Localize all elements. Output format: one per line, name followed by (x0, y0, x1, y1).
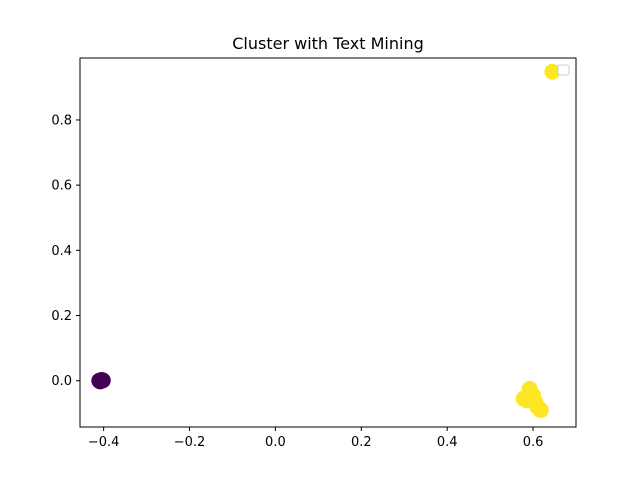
x-tick-label: 0.2 (351, 435, 372, 450)
y-tick-label: 0.6 (51, 179, 72, 194)
plot-area (79, 57, 577, 428)
scatter-point-cluster-1 (532, 402, 549, 419)
x-tick-label: 0.4 (437, 435, 458, 450)
scatter-point-cluster-1 (544, 63, 561, 80)
y-tick-label: 0.8 (51, 113, 72, 128)
data-points (91, 63, 561, 419)
x-tick-label: −0.4 (88, 435, 120, 450)
y-axis-ticks: 0.0 0.2 0.4 0.6 0.8 (51, 113, 80, 389)
y-tick-label: 0.0 (51, 374, 72, 389)
x-tick-label: −0.2 (174, 435, 206, 450)
y-tick-label: 0.2 (51, 309, 72, 324)
x-tick-label: 0.6 (523, 435, 544, 450)
legend-box (557, 64, 570, 76)
chart-title: Cluster with Text Mining (232, 34, 423, 53)
y-tick-label: 0.4 (51, 244, 72, 259)
x-axis-ticks: −0.4 −0.2 0.0 0.2 0.4 0.6 (88, 427, 544, 450)
x-tick-label: 0.0 (265, 435, 286, 450)
scatter-point-cluster-0 (94, 372, 111, 389)
